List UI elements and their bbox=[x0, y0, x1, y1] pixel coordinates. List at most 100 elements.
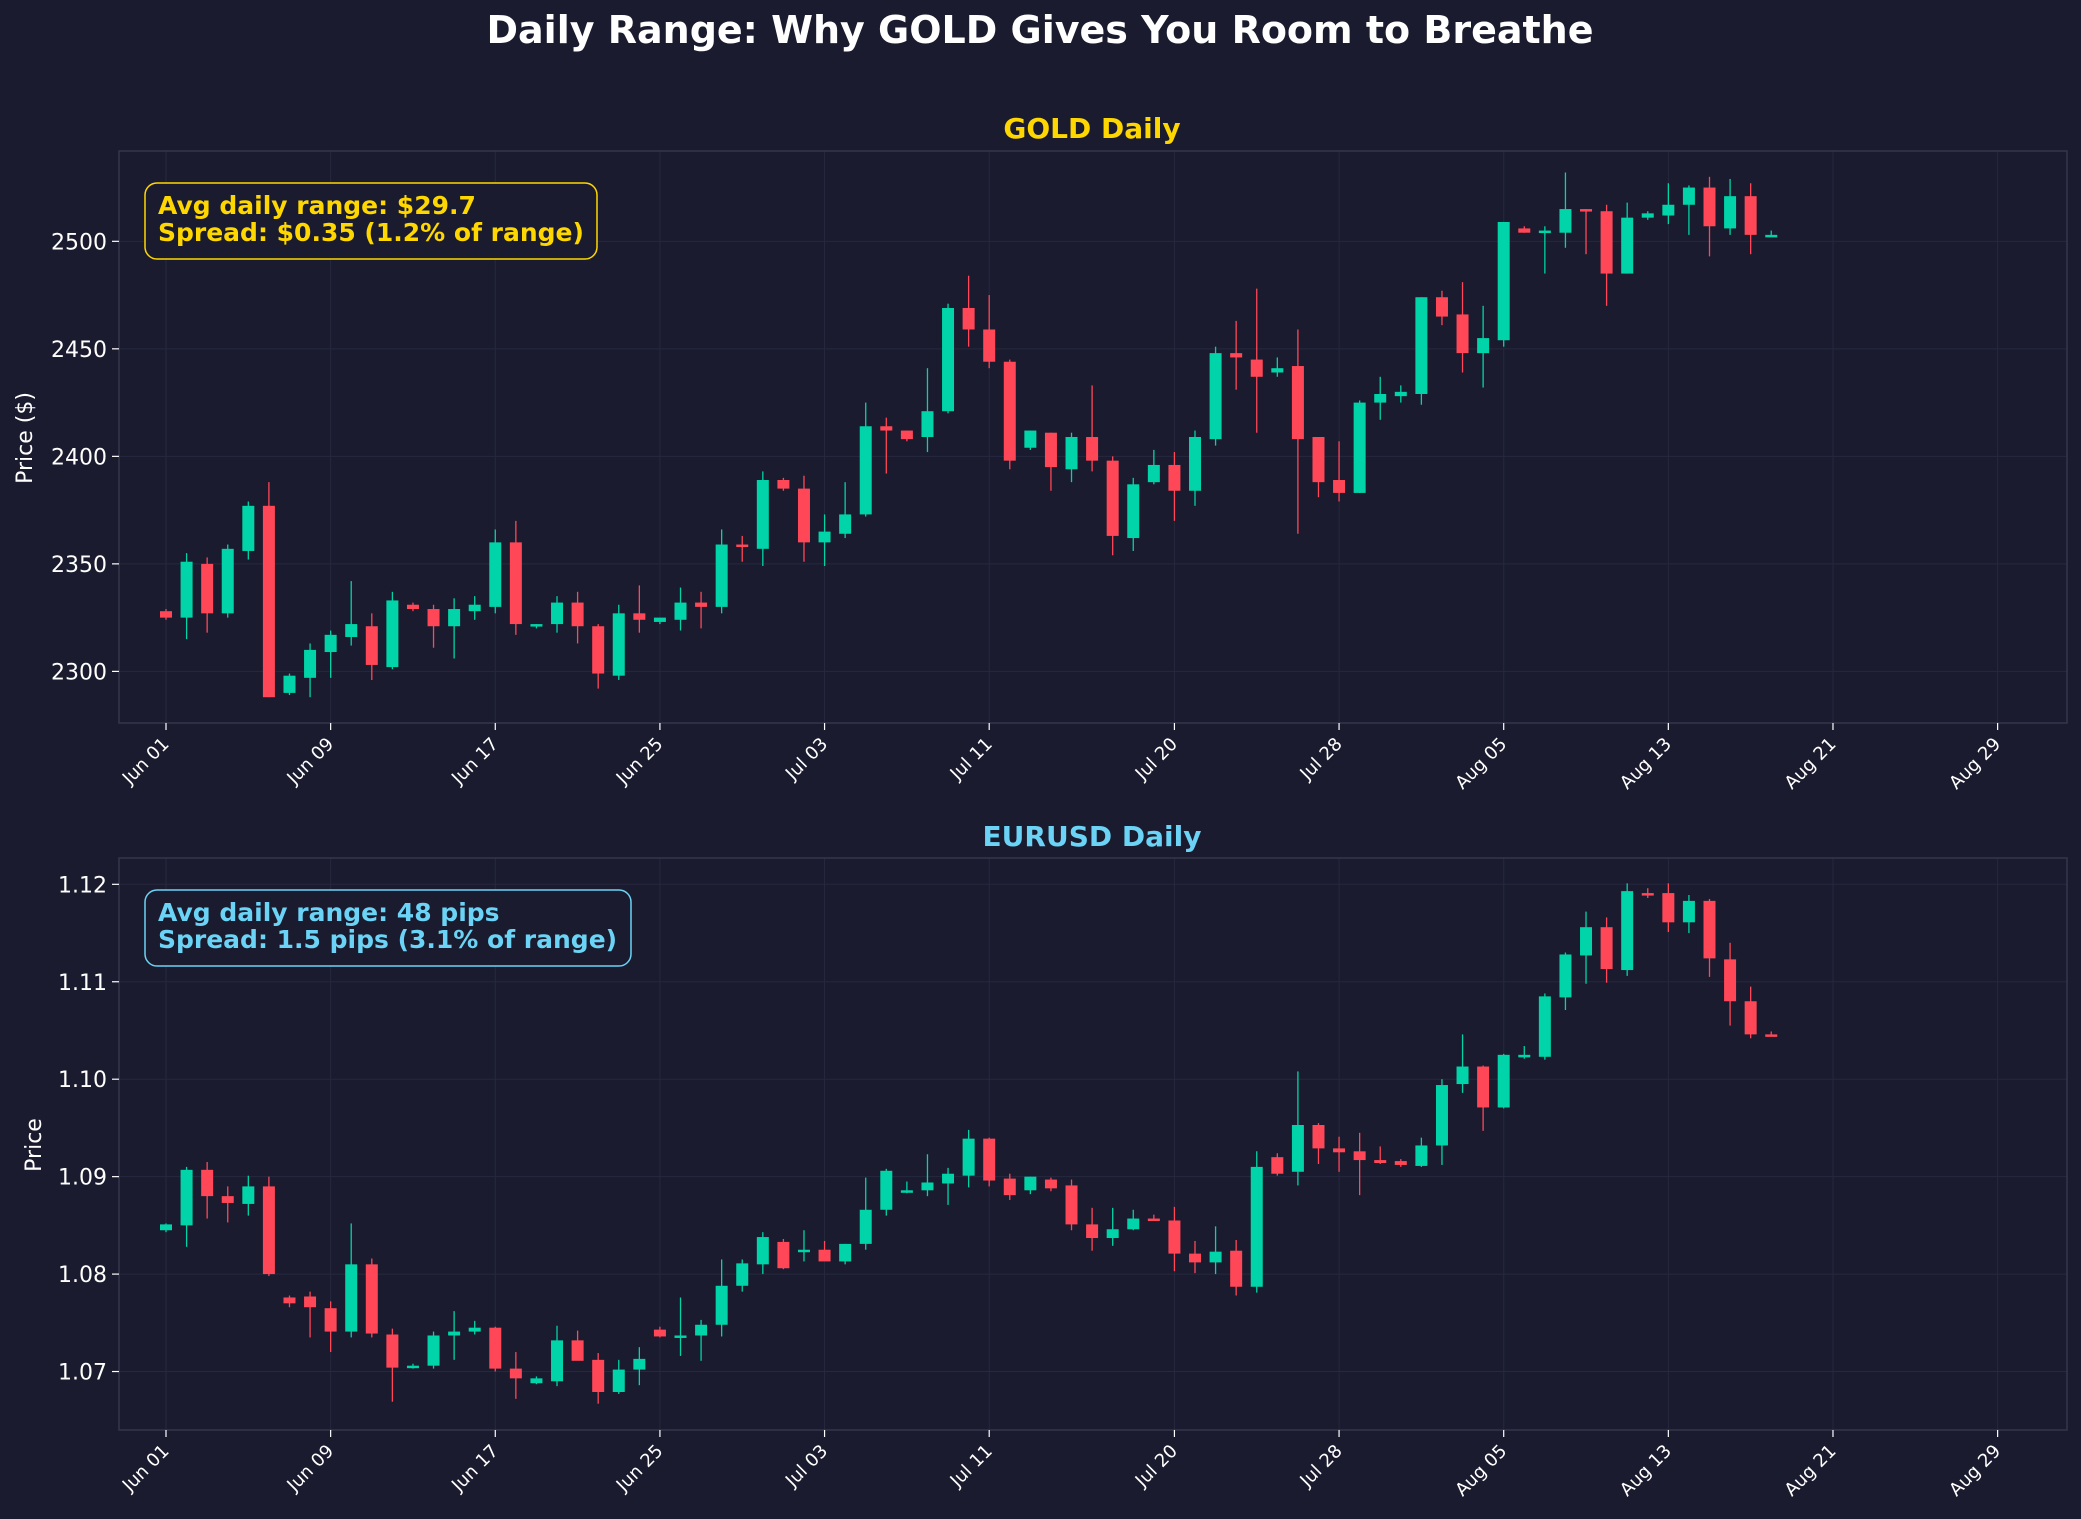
candle-body bbox=[1250, 1166, 1263, 1287]
candle bbox=[509, 520, 522, 635]
candle-body bbox=[468, 1327, 481, 1332]
candle-body bbox=[1271, 1157, 1284, 1174]
candle-body bbox=[1621, 891, 1634, 971]
candle bbox=[468, 596, 481, 620]
candle bbox=[1291, 329, 1304, 534]
candle bbox=[1580, 209, 1593, 255]
candle-body bbox=[1189, 1253, 1201, 1263]
candle-body bbox=[1415, 297, 1428, 394]
candle bbox=[1621, 202, 1634, 274]
candle-body bbox=[1312, 1124, 1325, 1149]
candle bbox=[1065, 432, 1078, 483]
candle-body bbox=[365, 626, 378, 665]
candle bbox=[201, 1162, 214, 1219]
candle bbox=[633, 585, 646, 633]
candle bbox=[1497, 221, 1510, 347]
candle bbox=[1106, 1207, 1119, 1246]
candle bbox=[839, 482, 852, 539]
candle-body bbox=[242, 505, 255, 551]
candle-body bbox=[1230, 1250, 1243, 1287]
candle-body bbox=[1415, 1145, 1428, 1166]
candle bbox=[201, 557, 214, 633]
candle-body bbox=[1518, 228, 1531, 233]
candle bbox=[695, 1319, 708, 1361]
candle-body bbox=[818, 1249, 831, 1262]
candle-body bbox=[160, 611, 172, 618]
candle-body bbox=[777, 480, 790, 489]
candle-body bbox=[1230, 353, 1243, 358]
candle-body bbox=[1147, 464, 1160, 483]
candle-body bbox=[324, 1308, 337, 1332]
candle-body bbox=[386, 1334, 399, 1368]
candle bbox=[365, 613, 378, 680]
candle bbox=[736, 535, 749, 562]
candle bbox=[1477, 305, 1490, 388]
candle bbox=[1291, 1071, 1304, 1186]
candle-body bbox=[859, 426, 872, 515]
candle bbox=[1250, 1151, 1263, 1293]
candle bbox=[1230, 1239, 1243, 1296]
candle-body bbox=[1168, 464, 1181, 491]
candle-body bbox=[406, 604, 419, 610]
candle bbox=[448, 598, 461, 659]
candle-body bbox=[921, 411, 934, 437]
candle bbox=[1621, 883, 1634, 976]
gold-y-tick-label: 2450 bbox=[51, 338, 107, 363]
candle-body bbox=[859, 1209, 872, 1244]
eurusd-y-axis-label: Price bbox=[22, 1118, 47, 1172]
eurusd-axes-frame bbox=[118, 857, 2068, 1431]
candle bbox=[1518, 1046, 1531, 1059]
candle-body bbox=[221, 1196, 234, 1203]
candle bbox=[530, 624, 543, 629]
candle bbox=[1682, 185, 1695, 235]
candle-body bbox=[1209, 353, 1222, 440]
candle bbox=[1765, 230, 1778, 238]
candle bbox=[1724, 942, 1737, 1026]
candle bbox=[1435, 290, 1448, 326]
candle bbox=[1497, 1053, 1510, 1109]
candle bbox=[1333, 1136, 1346, 1172]
candle bbox=[880, 417, 893, 474]
candle bbox=[530, 1376, 543, 1385]
candle bbox=[633, 1347, 646, 1386]
candle-body bbox=[756, 1237, 769, 1265]
candle bbox=[1744, 183, 1757, 255]
candle-body bbox=[1456, 1066, 1469, 1085]
candle-body bbox=[1477, 1066, 1490, 1108]
candle bbox=[551, 596, 564, 633]
candle bbox=[1477, 1065, 1490, 1131]
candle-body bbox=[962, 307, 975, 330]
candle bbox=[571, 1330, 584, 1361]
candle-body bbox=[983, 329, 996, 362]
gold-y-tick-label: 2500 bbox=[51, 230, 107, 255]
candle bbox=[1312, 1123, 1325, 1164]
candle-body bbox=[962, 1138, 975, 1176]
candle bbox=[1271, 1153, 1284, 1176]
eurusd-y-tick-label: 1.07 bbox=[58, 1361, 107, 1386]
candle bbox=[283, 1295, 296, 1308]
candle-body bbox=[736, 1263, 749, 1286]
candle-body bbox=[427, 609, 440, 627]
candle bbox=[1189, 1240, 1201, 1274]
candle-body bbox=[406, 1365, 419, 1369]
candle-body bbox=[1127, 484, 1140, 539]
candle-body bbox=[551, 1340, 564, 1382]
candle bbox=[386, 1328, 399, 1402]
candle bbox=[900, 430, 913, 442]
candle bbox=[1538, 226, 1551, 274]
candle-body bbox=[1724, 959, 1737, 1002]
candle bbox=[324, 630, 337, 678]
gold-y-tick-label: 2400 bbox=[51, 445, 107, 470]
candle-body bbox=[612, 613, 625, 676]
candle bbox=[900, 1181, 913, 1194]
candle-body bbox=[1724, 196, 1737, 229]
candle-body bbox=[365, 1264, 378, 1334]
candle bbox=[1333, 441, 1346, 502]
gold-chart-panel: GOLD Daily Price ($) 2300 2350 2400 2450 250… bbox=[13, 112, 2068, 794]
candle bbox=[1641, 888, 1654, 898]
candle bbox=[1271, 357, 1284, 377]
candle bbox=[1662, 883, 1675, 933]
candle-body bbox=[571, 602, 584, 627]
candle-body bbox=[571, 1340, 584, 1361]
